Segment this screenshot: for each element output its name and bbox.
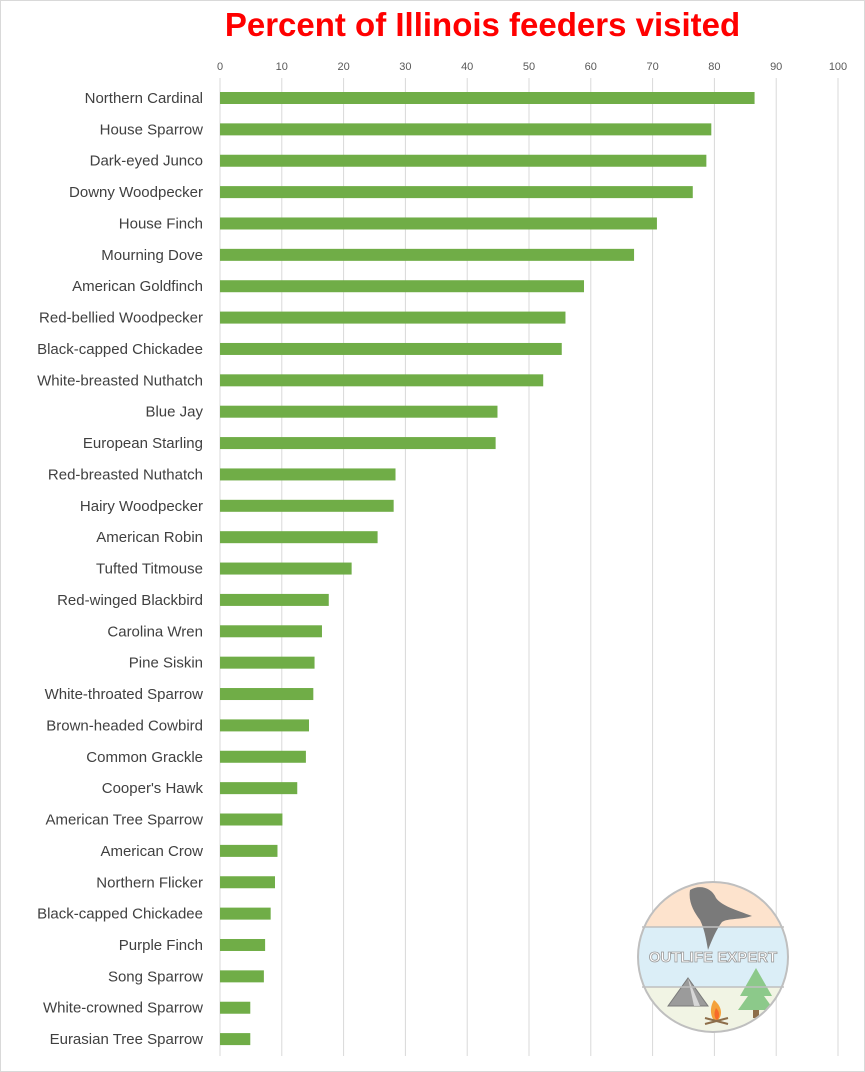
x-tick-label: 0 — [217, 61, 223, 73]
category-label: Red-winged Blackbird — [57, 592, 203, 609]
bar — [220, 437, 496, 450]
category-label: House Finch — [119, 215, 203, 232]
bar — [220, 154, 707, 167]
x-tick-label: 40 — [461, 61, 473, 73]
category-label: American Crow — [100, 843, 203, 860]
x-tick-label: 100 — [829, 61, 847, 73]
bar — [220, 1033, 251, 1046]
bar — [220, 782, 298, 795]
eagle-icon — [689, 887, 752, 950]
category-label: Blue Jay — [145, 404, 203, 421]
tent-icon — [667, 977, 709, 1007]
category-label: White-breasted Nuthatch — [37, 372, 203, 389]
x-tick-label: 60 — [585, 61, 597, 73]
bar — [220, 719, 309, 732]
category-label: Northern Cardinal — [85, 90, 203, 107]
bar — [220, 248, 635, 261]
bar — [220, 562, 352, 575]
bar — [220, 499, 394, 512]
bar — [220, 531, 378, 544]
category-label: White-crowned Sparrow — [43, 1000, 203, 1017]
gridlines — [219, 78, 839, 1056]
category-label: House Sparrow — [100, 121, 204, 138]
category-labels: Northern Cardinal House Sparrow Dark-eyed … — [37, 90, 203, 1048]
category-label: Black-capped Chickadee — [37, 341, 203, 358]
category-label: Downy Woodpecker — [69, 184, 203, 201]
x-tick-label: 70 — [646, 61, 658, 73]
category-label: Tufted Titmouse — [96, 561, 203, 578]
category-label: Brown-headed Cowbird — [46, 717, 203, 734]
category-label: European Starling — [83, 435, 203, 452]
x-tick-label: 30 — [399, 61, 411, 73]
bar — [220, 750, 306, 763]
category-label: Black-capped Chickadee — [37, 906, 203, 923]
x-tick-label: 10 — [276, 61, 288, 73]
category-label: Eurasian Tree Sparrow — [50, 1031, 204, 1048]
bar — [220, 468, 396, 481]
x-tick-label: 80 — [708, 61, 720, 73]
category-label: Carolina Wren — [107, 623, 203, 640]
bar — [220, 186, 693, 199]
bars — [220, 92, 755, 1046]
category-label: Song Sparrow — [108, 968, 203, 985]
category-label: American Goldfinch — [72, 278, 203, 295]
bar — [220, 970, 264, 983]
category-label: Common Grackle — [86, 749, 203, 766]
logo-text: OUTLIFE EXPERT — [649, 949, 777, 966]
category-label: Red-bellied Woodpecker — [39, 310, 203, 327]
x-tick-label: 20 — [337, 61, 349, 73]
category-label: Red-breasted Nuthatch — [48, 466, 203, 483]
bar — [220, 280, 585, 293]
bar — [220, 92, 755, 104]
x-axis-ticks: 0 10 20 30 40 50 60 70 80 90 100 — [217, 61, 847, 73]
bar — [220, 656, 315, 669]
bar — [220, 907, 271, 920]
category-label: Northern Flicker — [96, 874, 203, 891]
category-label: Pine Siskin — [129, 655, 203, 672]
bar — [220, 938, 266, 951]
bar — [220, 123, 712, 136]
category-label: American Tree Sparrow — [45, 812, 203, 829]
category-label: Hairy Woodpecker — [80, 498, 203, 515]
bar — [220, 813, 283, 826]
x-tick-label: 50 — [523, 61, 535, 73]
x-tick-label: 90 — [770, 61, 782, 73]
bar — [220, 374, 544, 387]
bar — [220, 342, 562, 355]
bar — [220, 688, 314, 701]
category-label: Cooper's Hawk — [102, 780, 204, 797]
bar — [220, 311, 566, 324]
category-label: American Robin — [96, 529, 203, 546]
tree-icon — [738, 968, 774, 1010]
bar — [220, 593, 329, 606]
bar — [220, 217, 657, 230]
bar — [220, 1001, 251, 1014]
category-label: Purple Finch — [119, 937, 203, 954]
category-label: Mourning Dove — [101, 247, 203, 264]
category-label: White-throated Sparrow — [45, 686, 204, 703]
bar — [220, 876, 276, 889]
bar — [220, 625, 322, 638]
category-label: Dark-eyed Junco — [90, 153, 203, 170]
outlife-expert-logo: OUTLIFE EXPERT — [637, 881, 789, 1033]
bar — [220, 844, 278, 857]
bar — [220, 405, 498, 418]
chart-title: Percent of Illinois feeders visited — [224, 6, 741, 43]
